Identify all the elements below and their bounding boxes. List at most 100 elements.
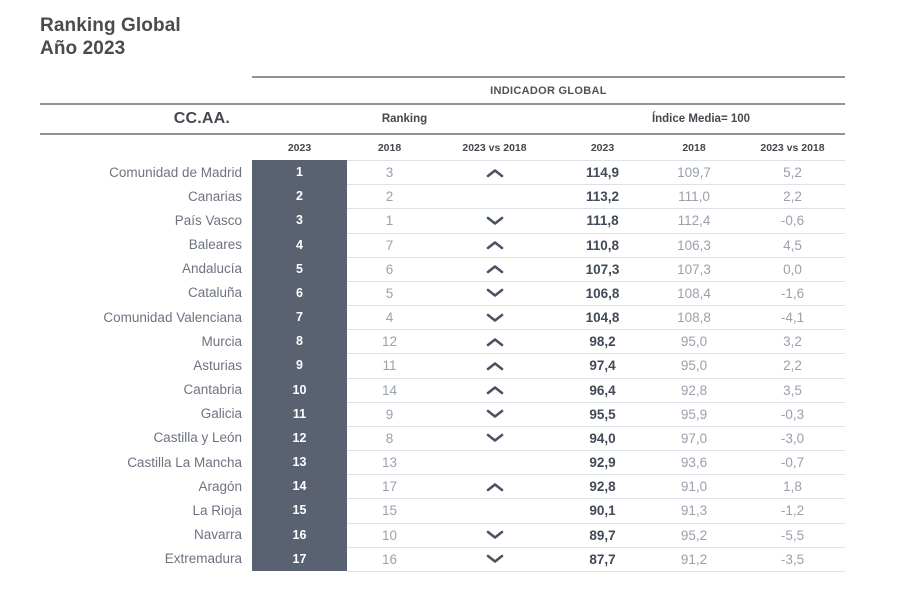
ccaa-header: CC.AA. xyxy=(40,103,252,133)
index-diff-cell: -5,5 xyxy=(740,522,845,547)
rank-2018-cell: 16 xyxy=(347,546,432,571)
page-title: Ranking Global Año 2023 xyxy=(40,14,181,60)
rank-2023-cell: 12 xyxy=(252,425,347,451)
index-diff-cell: 2,2 xyxy=(740,184,845,208)
row-name: Comunidad de Madrid xyxy=(109,164,242,180)
rank-2023-cell: 5 xyxy=(252,256,347,281)
index-2023-cell: 92,8 xyxy=(557,474,648,498)
rank-2023-cell: 15 xyxy=(252,498,347,523)
index-diff-cell: -0,6 xyxy=(740,208,845,232)
trend-cell xyxy=(432,377,557,402)
row-name: Comunidad Valenciana xyxy=(103,309,242,325)
trend-up-icon xyxy=(486,168,504,178)
ranking-2023-column-header: 2023 xyxy=(252,133,347,160)
trend-down-icon xyxy=(486,313,504,323)
trend-cell xyxy=(432,184,557,208)
trend-up-icon xyxy=(486,361,504,371)
row-name: Canarias xyxy=(187,188,242,204)
rank-2018-cell: 17 xyxy=(347,474,432,498)
rank-2018-cell: 2 xyxy=(347,184,432,208)
index-2018-cell: 91,0 xyxy=(648,474,740,498)
index-2018-cell: 111,0 xyxy=(648,184,740,208)
row-name: País Vasco xyxy=(174,212,242,228)
trend-up-icon xyxy=(486,337,504,347)
index-2023-cell: 89,7 xyxy=(557,522,648,547)
index-2023-cell: 104,8 xyxy=(557,305,648,329)
rank-2023-cell: 13 xyxy=(252,450,347,475)
trend-cell xyxy=(432,425,557,450)
index-2023-cell: 114,9 xyxy=(557,160,648,184)
index-2023-cell: 90,1 xyxy=(557,498,648,522)
row-name: Murcia xyxy=(201,333,242,349)
rank-2018-cell: 9 xyxy=(347,401,432,426)
trend-down-icon xyxy=(486,554,504,564)
rank-2023-cell: 9 xyxy=(252,353,347,378)
rank-2018-cell: 3 xyxy=(347,160,432,184)
index-2023-cell: 107,3 xyxy=(557,256,648,281)
index-2018-cell: 95,0 xyxy=(648,329,740,353)
indice-vs-column-header: 2023 vs 2018 xyxy=(740,133,845,160)
index-2023-cell: 87,7 xyxy=(557,546,648,571)
index-2023-cell: 98,2 xyxy=(557,329,648,353)
index-2023-cell: 92,9 xyxy=(557,450,648,474)
index-2023-cell: 95,5 xyxy=(557,401,648,426)
index-diff-cell: -1,6 xyxy=(740,280,845,305)
row-name: Aragón xyxy=(198,478,242,494)
trend-up-icon xyxy=(486,240,504,250)
index-diff-cell: -3,5 xyxy=(740,546,845,571)
spacer-cell xyxy=(40,76,252,103)
table-bottom-rule xyxy=(347,570,845,572)
index-2023-cell: 94,0 xyxy=(557,425,648,450)
index-2018-cell: 91,2 xyxy=(648,546,740,571)
title-line-2: Año 2023 xyxy=(40,38,126,59)
rank-2018-cell: 10 xyxy=(347,522,432,547)
row-name: Cataluña xyxy=(187,285,242,301)
rank-2018-cell: 4 xyxy=(347,305,432,329)
row-name: Andalucía xyxy=(181,261,242,277)
index-diff-cell: -0,3 xyxy=(740,401,845,426)
index-2023-cell: 110,8 xyxy=(557,232,648,257)
index-2018-cell: 95,9 xyxy=(648,401,740,426)
index-2018-cell: 108,4 xyxy=(648,280,740,305)
indice-2018-column-header: 2018 xyxy=(648,133,740,160)
trend-down-icon xyxy=(486,288,504,298)
row-name: Cantabria xyxy=(183,382,242,398)
trend-cell xyxy=(432,280,557,305)
trend-cell xyxy=(432,522,557,547)
index-diff-cell: 2,2 xyxy=(740,353,845,377)
index-diff-cell: -0,7 xyxy=(740,450,845,474)
index-2023-cell: 113,2 xyxy=(557,184,648,208)
index-diff-cell: 4,5 xyxy=(740,232,845,257)
rank-2023-cell: 4 xyxy=(252,232,347,257)
index-2018-cell: 112,4 xyxy=(648,208,740,232)
index-2023-cell: 96,4 xyxy=(557,377,648,402)
index-diff-cell: 0,0 xyxy=(740,256,845,281)
rank-2023-cell: 16 xyxy=(252,522,347,547)
rank-2018-cell: 5 xyxy=(347,280,432,305)
index-2018-cell: 93,6 xyxy=(648,450,740,474)
row-name: La Rioja xyxy=(192,502,242,518)
ranking-group-header: Ranking xyxy=(252,103,557,133)
trend-up-icon xyxy=(486,264,504,274)
rank-2023-cell: 8 xyxy=(252,329,347,354)
title-line-1: Ranking Global xyxy=(40,15,181,36)
index-diff-cell: 1,8 xyxy=(740,474,845,498)
rank-2018-cell: 11 xyxy=(347,353,432,377)
trend-down-icon xyxy=(486,433,504,443)
trend-cell xyxy=(432,329,557,353)
index-diff-cell: -4,1 xyxy=(740,305,845,329)
trend-cell xyxy=(432,208,557,232)
row-name: Castilla y León xyxy=(153,430,242,446)
rank-2018-cell: 15 xyxy=(347,498,432,522)
rank-2023-cell: 14 xyxy=(252,474,347,499)
index-2018-cell: 91,3 xyxy=(648,498,740,522)
index-2023-cell: 97,4 xyxy=(557,353,648,377)
ranking-vs-column-header: 2023 vs 2018 xyxy=(432,133,557,160)
index-2018-cell: 92,8 xyxy=(648,377,740,402)
row-name: Extremadura xyxy=(164,551,242,567)
trend-cell xyxy=(432,353,557,377)
indice-group-header: Índice Media= 100 xyxy=(557,103,845,133)
index-2018-cell: 106,3 xyxy=(648,232,740,257)
index-diff-cell: 3,2 xyxy=(740,329,845,353)
index-2023-cell: 111,8 xyxy=(557,208,648,232)
